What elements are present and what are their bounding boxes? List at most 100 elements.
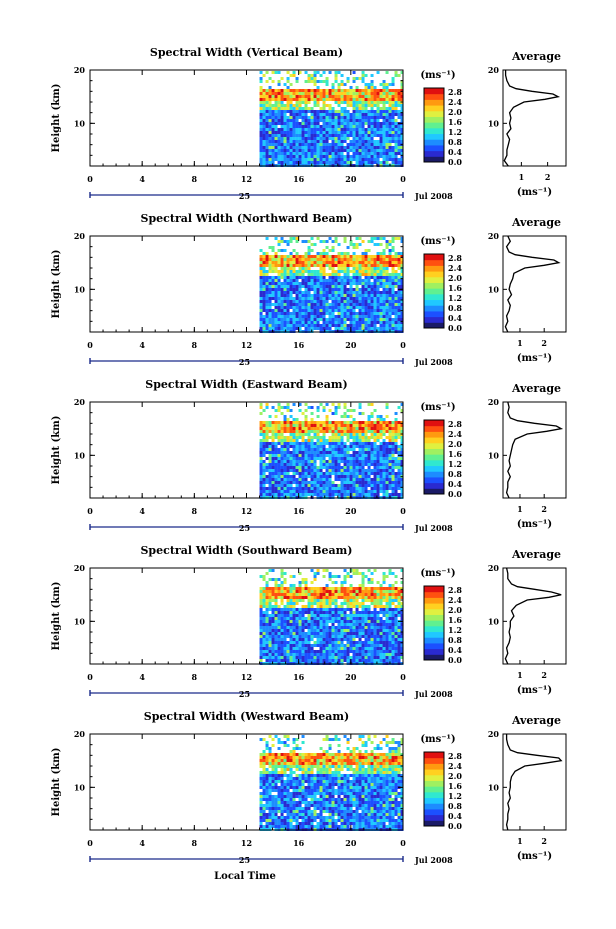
heatmap-cell bbox=[325, 487, 329, 490]
heatmap-cell bbox=[283, 143, 287, 146]
heatmap-cell bbox=[352, 460, 356, 463]
heatmap-cell bbox=[310, 116, 314, 119]
heatmap-cell bbox=[373, 626, 377, 629]
heatmap-cell bbox=[334, 593, 338, 596]
heatmap-cell bbox=[307, 273, 311, 276]
heatmap-cell bbox=[361, 303, 365, 306]
heatmap-cell bbox=[388, 155, 392, 158]
heatmap-cell bbox=[370, 487, 374, 490]
heatmap-cell bbox=[376, 297, 380, 300]
heatmap-cell bbox=[298, 131, 302, 134]
heatmap-cell bbox=[376, 237, 380, 240]
colorbar-swatch bbox=[424, 116, 444, 123]
heatmap-cell bbox=[265, 71, 269, 74]
heatmap-cell bbox=[301, 587, 305, 590]
heatmap-cell bbox=[346, 152, 350, 155]
heatmap-cell bbox=[274, 424, 278, 427]
heatmap-cell bbox=[391, 95, 395, 98]
heatmap-cell bbox=[361, 255, 365, 258]
heatmap-cell bbox=[328, 451, 332, 454]
heatmap-cell bbox=[286, 116, 290, 119]
heatmap-cell bbox=[349, 291, 353, 294]
heatmap-cell bbox=[334, 71, 338, 74]
profile-frame bbox=[502, 235, 567, 333]
heatmap-cell bbox=[352, 454, 356, 457]
heatmap-cell bbox=[337, 451, 341, 454]
heatmap-cell bbox=[364, 116, 368, 119]
heatmap-cell bbox=[349, 134, 353, 137]
heatmap-cell bbox=[286, 454, 290, 457]
heatmap-cell bbox=[394, 587, 398, 590]
heatmap-cell bbox=[301, 481, 305, 484]
heatmap-cell bbox=[337, 448, 341, 451]
heatmap-cell bbox=[397, 436, 401, 439]
heatmap-cell bbox=[388, 315, 392, 318]
heatmap-cell bbox=[397, 475, 401, 478]
heatmap-cell bbox=[331, 113, 335, 116]
heatmap-cell bbox=[292, 113, 296, 116]
colorbar-frame bbox=[423, 253, 445, 329]
heatmap-cell bbox=[331, 608, 335, 611]
heatmap-cell bbox=[319, 119, 323, 122]
heatmap-cell bbox=[367, 415, 371, 418]
y-tick-label: 20 bbox=[74, 231, 86, 241]
x-tick-label: 0 bbox=[87, 340, 93, 350]
heatmap-cell bbox=[385, 620, 389, 623]
heatmap-cell bbox=[316, 161, 320, 164]
heatmap-cell bbox=[286, 131, 290, 134]
heatmap-cell bbox=[265, 611, 269, 614]
heatmap-cell bbox=[325, 161, 329, 164]
heatmap-cell bbox=[307, 448, 311, 451]
heatmap-cell bbox=[325, 110, 329, 113]
heatmap-cell bbox=[274, 270, 278, 273]
heatmap-cell bbox=[343, 276, 347, 279]
heatmap-cell bbox=[304, 294, 308, 297]
heatmap-cell bbox=[376, 433, 380, 436]
heatmap-cell bbox=[382, 291, 386, 294]
heatmap-cell bbox=[379, 457, 383, 460]
heatmap-cell bbox=[370, 116, 374, 119]
heatmap-cell bbox=[349, 584, 353, 587]
heatmap-cell bbox=[289, 436, 293, 439]
heatmap-cell bbox=[349, 626, 353, 629]
heatmap-cell bbox=[322, 104, 326, 107]
heatmap-cell bbox=[292, 249, 296, 252]
heatmap-cell bbox=[355, 86, 359, 89]
heatmap-cell bbox=[271, 285, 275, 288]
heatmap-cell bbox=[301, 107, 305, 110]
heatmap-cell bbox=[382, 439, 386, 442]
heatmap-cell bbox=[400, 430, 404, 433]
heatmap-cell bbox=[337, 71, 341, 74]
heatmap-cell bbox=[355, 623, 359, 626]
heatmap-cell bbox=[394, 128, 398, 131]
heatmap-cell bbox=[262, 421, 266, 424]
heatmap-cell bbox=[295, 297, 299, 300]
heatmap-cell bbox=[301, 451, 305, 454]
heatmap-cell bbox=[334, 306, 338, 309]
heatmap-cell bbox=[385, 98, 389, 101]
heatmap-cell bbox=[316, 626, 320, 629]
heatmap-cell bbox=[259, 86, 263, 89]
heatmap-cell bbox=[361, 599, 365, 602]
heatmap-cell bbox=[292, 92, 296, 95]
heatmap-cell bbox=[349, 288, 353, 291]
heatmap-cell bbox=[280, 318, 284, 321]
heatmap-cell bbox=[322, 255, 326, 258]
heatmap-cell bbox=[316, 270, 320, 273]
heatmap-cell bbox=[259, 140, 263, 143]
heatmap-cell bbox=[349, 95, 353, 98]
heatmap-cell bbox=[385, 291, 389, 294]
colorbar-swatch bbox=[424, 305, 444, 312]
heatmap-cell bbox=[400, 436, 404, 439]
heatmap-cell bbox=[337, 575, 341, 578]
heatmap-cell bbox=[385, 460, 389, 463]
colorbar-tick-label: 1.2 bbox=[448, 293, 462, 303]
heatmap-cell bbox=[400, 469, 404, 472]
heatmap-cell bbox=[334, 315, 338, 318]
heatmap-cell bbox=[319, 403, 323, 406]
heatmap-cell bbox=[274, 596, 278, 599]
heatmap-cell bbox=[337, 122, 341, 125]
heatmap-cell bbox=[286, 475, 290, 478]
heatmap-cell bbox=[319, 309, 323, 312]
heatmap-cell bbox=[280, 131, 284, 134]
